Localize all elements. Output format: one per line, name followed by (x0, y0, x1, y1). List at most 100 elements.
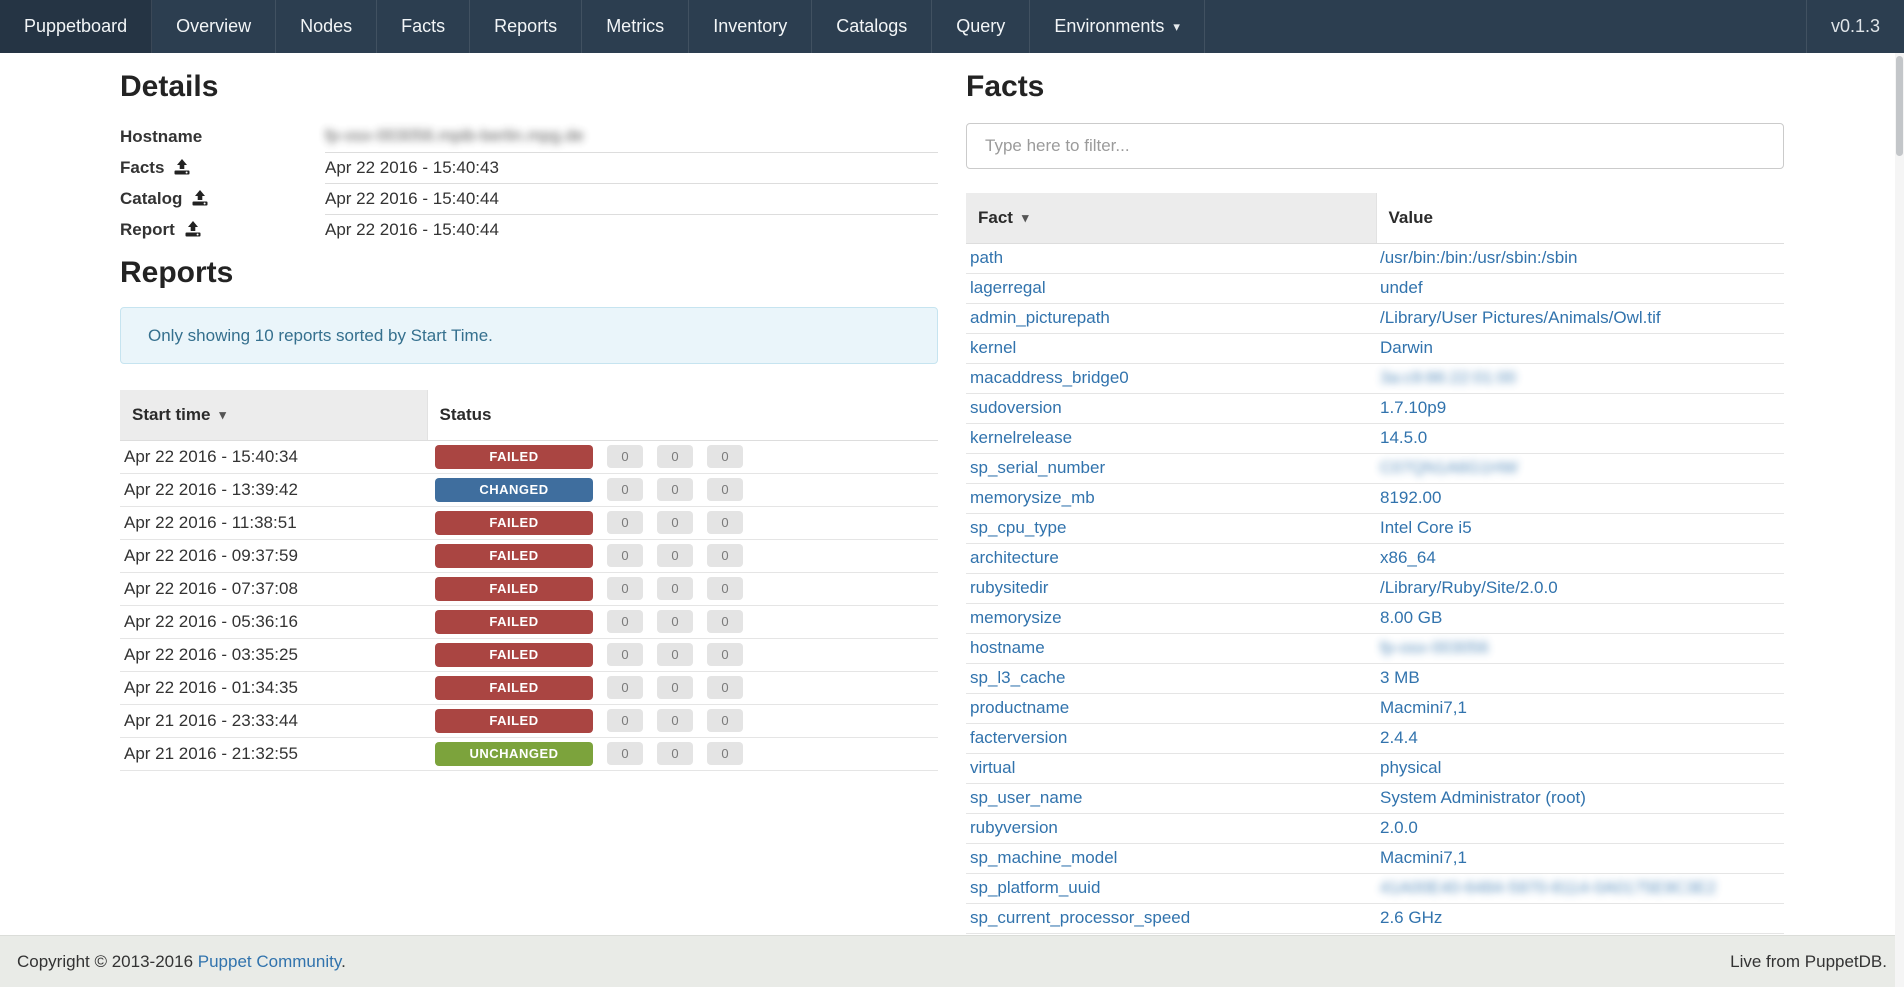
fact-name-link[interactable]: virtual (970, 758, 1016, 777)
fact-name-link[interactable]: sp_serial_number (970, 458, 1106, 477)
count-badge: 0 (707, 511, 743, 534)
table-row: admin_picturepath /Library/User Pictures… (966, 303, 1784, 334)
count-badge: 0 (657, 445, 693, 468)
fact-value: fp-osx-003056 (1380, 638, 1489, 657)
count-badge: 0 (707, 577, 743, 600)
fact-name-link[interactable]: lagerregal (970, 278, 1046, 297)
report-start-time: Apr 22 2016 - 07:37:08 (120, 572, 427, 606)
fact-name-link[interactable]: sp_user_name (970, 788, 1083, 807)
puppet-community-link[interactable]: Puppet Community (197, 951, 342, 971)
status-badge: FAILED (435, 576, 593, 601)
count-badge: 0 (607, 478, 643, 501)
nav-item-reports[interactable]: Reports (470, 0, 583, 53)
fact-name-link[interactable]: facterversion (970, 728, 1068, 747)
nav-brand[interactable]: Puppetboard (0, 0, 153, 53)
fact-name-link[interactable]: productname (970, 698, 1070, 717)
column-header-start-time[interactable]: Start time ▾ (120, 390, 428, 441)
fact-name-link[interactable]: hostname (970, 638, 1045, 657)
fact-name-link[interactable]: sp_platform_uuid (970, 878, 1101, 897)
upload-icon[interactable] (192, 189, 208, 206)
nav-item-environments[interactable]: Environments ▾ (1030, 0, 1205, 53)
count-badge: 0 (707, 742, 743, 765)
nav-item-nodes[interactable]: Nodes (276, 0, 378, 53)
nav-item-facts[interactable]: Facts (377, 0, 471, 53)
fact-value: 2.6 GHz (1380, 908, 1443, 927)
count-badge: 0 (607, 643, 643, 666)
scrollbar-thumb[interactable] (1896, 56, 1903, 156)
fact-name-link[interactable]: kernelrelease (970, 428, 1073, 447)
status-badge: CHANGED (435, 477, 593, 502)
table-row: Apr 22 2016 - 11:38:51 FAILED 0 0 0 (120, 506, 938, 540)
reports-header-row: Start time ▾ Status (120, 390, 938, 441)
report-start-time: Apr 22 2016 - 03:35:25 (120, 638, 427, 672)
column-header-fact[interactable]: Fact ▾ (966, 193, 1377, 244)
count-badge: 0 (607, 676, 643, 699)
fact-name-link[interactable]: kernel (970, 338, 1017, 357)
count-badge: 0 (607, 445, 643, 468)
details-row-label: Facts (120, 157, 165, 177)
fact-name-link[interactable]: memorysize (970, 608, 1062, 627)
status-badge: FAILED (435, 708, 593, 733)
table-row: productname Macmini7,1 (966, 693, 1784, 724)
facts-title: Facts (966, 70, 1045, 103)
table-row: Apr 22 2016 - 07:37:08 FAILED 0 0 0 (120, 572, 938, 606)
report-start-time: Apr 22 2016 - 13:39:42 (120, 473, 427, 507)
fact-name-link[interactable]: sudoversion (970, 398, 1062, 417)
count-badge: 0 (707, 445, 743, 468)
fact-value: x86_64 (1380, 548, 1436, 567)
upload-icon[interactable] (185, 220, 201, 237)
scrollbar[interactable] (1895, 53, 1904, 987)
nav-item-inventory[interactable]: Inventory (689, 0, 813, 53)
node-details-section: Details Hostname fp-osx-003056.mpib-berl… (120, 67, 938, 935)
main-content: Details Hostname fp-osx-003056.mpib-berl… (0, 53, 1904, 935)
upload-icon[interactable] (174, 158, 190, 175)
fact-value: 2.0.0 (1380, 818, 1418, 837)
status-badge: FAILED (435, 675, 593, 700)
column-header-value[interactable]: Value (1376, 193, 1784, 244)
fact-name-link[interactable]: rubysitedir (970, 578, 1049, 597)
copyright-suffix: . (341, 951, 346, 971)
reports-table: Start time ▾ Status Apr 22 2016 - 15:40:3… (120, 390, 938, 771)
fact-name-link[interactable]: sp_current_processor_speed (970, 908, 1191, 927)
report-start-time: Apr 22 2016 - 05:36:16 (120, 605, 427, 639)
count-badge: 0 (607, 742, 643, 765)
fact-name-link[interactable]: admin_picturepath (970, 308, 1110, 327)
count-badge: 0 (657, 643, 693, 666)
fact-name-link[interactable]: macaddress_bridge0 (970, 368, 1129, 387)
nav-item-metrics[interactable]: Metrics (582, 0, 690, 53)
table-row: Apr 21 2016 - 21:32:55 UNCHANGED 0 0 0 (120, 737, 938, 771)
nav-item-catalogs[interactable]: Catalogs (812, 0, 933, 53)
fact-value: 3 MB (1380, 668, 1420, 687)
fact-name-link[interactable]: sp_l3_cache (970, 668, 1066, 687)
count-badge: 0 (607, 544, 643, 567)
fact-name-link[interactable]: rubyversion (970, 818, 1058, 837)
report-start-time: Apr 21 2016 - 23:33:44 (120, 704, 427, 738)
report-start-time: Apr 22 2016 - 11:38:51 (120, 506, 427, 540)
column-header-status[interactable]: Status (427, 390, 938, 441)
table-row: sp_machine_model Macmini7,1 (966, 843, 1784, 874)
nav-item-query[interactable]: Query (932, 0, 1031, 53)
facts-filter-input[interactable] (966, 123, 1784, 169)
table-row: virtual physical (966, 753, 1784, 784)
details-row-value: Apr 22 2016 - 15:40:44 (325, 213, 938, 245)
table-row: sp_cpu_type Intel Core i5 (966, 513, 1784, 544)
table-row: sp_platform_uuid 41A00E40-6484-5970-8114… (966, 873, 1784, 904)
fact-name-link[interactable]: sp_cpu_type (970, 518, 1067, 537)
count-badge: 0 (707, 709, 743, 732)
count-badge: 0 (707, 478, 743, 501)
nav-item-overview[interactable]: Overview (152, 0, 277, 53)
count-badge: 0 (657, 511, 693, 534)
fact-name-link[interactable]: memorysize_mb (970, 488, 1095, 507)
table-row: Apr 22 2016 - 03:35:25 FAILED 0 0 0 (120, 638, 938, 672)
fact-value: Macmini7,1 (1380, 698, 1467, 717)
details-table: Hostname fp-osx-003056.mpib-berlin.mpg.d… (120, 121, 938, 245)
status-badge: FAILED (435, 543, 593, 568)
fact-name-link[interactable]: sp_machine_model (970, 848, 1118, 867)
count-badge: 0 (607, 610, 643, 633)
chevron-down-icon: ▾ (1173, 18, 1180, 34)
details-row: Catalog Apr 22 2016 - 15:40:44 (120, 182, 938, 214)
count-badge: 0 (657, 709, 693, 732)
status-badge: UNCHANGED (435, 741, 593, 766)
fact-name-link[interactable]: path (970, 248, 1004, 267)
fact-name-link[interactable]: architecture (970, 548, 1059, 567)
